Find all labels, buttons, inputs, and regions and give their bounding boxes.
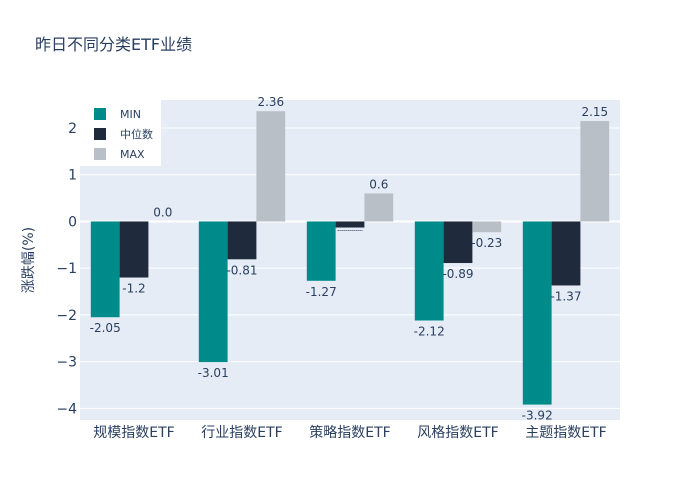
data-label: -1.27 [306, 285, 337, 299]
legend[interactable]: MIN 中位数 MAX [80, 100, 161, 166]
bar[interactable] [91, 221, 120, 317]
bar[interactable] [552, 221, 581, 285]
data-label: -0.81 [226, 263, 257, 277]
legend-swatch[interactable] [94, 128, 106, 140]
data-label: -2.12 [414, 324, 445, 338]
bar[interactable] [364, 193, 393, 221]
data-label: -3.92 [522, 409, 553, 423]
data-label: -2.05 [90, 321, 121, 335]
bar[interactable] [472, 221, 501, 232]
bar[interactable] [120, 221, 149, 277]
legend-label[interactable]: MIN [120, 108, 141, 121]
legend-label[interactable]: MAX [120, 148, 145, 161]
data-label: -1.2 [122, 282, 145, 296]
bar[interactable] [307, 221, 336, 280]
y-tick-label: −4 [56, 401, 77, 417]
y-tick-label: 1 [68, 168, 77, 184]
x-tick-label: 主题指数ETF [525, 425, 606, 441]
data-label: 2.15 [581, 105, 608, 119]
legend-swatch[interactable] [94, 148, 106, 160]
x-tick-label: 策略指数ETF [309, 424, 390, 441]
y-tick-label: 2 [68, 121, 77, 137]
y-tick-label: −1 [56, 261, 77, 277]
y-tick-label: −2 [56, 308, 77, 324]
y-axis-title: 涨跌幅(%) [21, 227, 37, 293]
bar[interactable] [256, 111, 285, 221]
bar[interactable] [444, 221, 473, 263]
legend-label[interactable]: 中位数 [120, 127, 153, 141]
y-tick-label: 0 [68, 214, 77, 230]
data-label: -1.37 [550, 289, 581, 303]
bar[interactable] [415, 221, 444, 320]
data-label: -0.89 [442, 267, 473, 281]
data-label: 0.0 [153, 205, 172, 219]
x-axis: 规模指数ETF 行业指数ETF 策略指数ETF 风格指数ETF 主题指数ETF [93, 424, 606, 441]
bar[interactable] [228, 221, 257, 259]
legend-swatch[interactable] [94, 108, 106, 120]
y-tick-label: −3 [56, 355, 77, 371]
bar[interactable] [199, 221, 228, 362]
data-label: -3.01 [198, 366, 229, 380]
bar[interactable] [580, 121, 609, 221]
chart-title: 昨日不同分类ETF业绩 [35, 35, 192, 54]
x-tick-label: 规模指数ETF [93, 425, 174, 441]
data-label: -0.23 [471, 236, 502, 250]
x-tick-label: 行业指数ETF [201, 425, 282, 441]
bar[interactable] [523, 221, 552, 404]
x-tick-label: 风格指数ETF [417, 425, 498, 441]
bar[interactable] [336, 221, 365, 227]
data-label: 0.6 [369, 177, 388, 191]
data-label: 2.36 [257, 95, 284, 109]
y-axis: −4 −3 −2 −1 0 1 2 [56, 121, 77, 417]
